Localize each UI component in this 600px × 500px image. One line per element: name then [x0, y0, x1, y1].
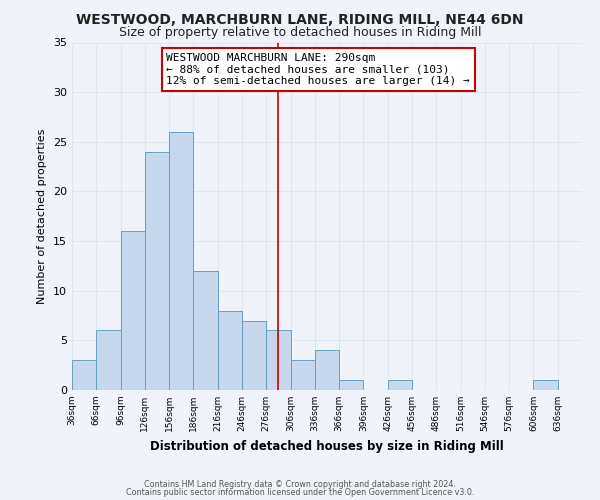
Bar [96, 330, 121, 390]
Bar [193, 271, 218, 390]
Bar [169, 132, 193, 390]
Bar [266, 330, 290, 390]
X-axis label: Distribution of detached houses by size in Riding Mill: Distribution of detached houses by size … [150, 440, 504, 452]
Text: WESTWOOD MARCHBURN LANE: 290sqm
← 88% of detached houses are smaller (103)
12% o: WESTWOOD MARCHBURN LANE: 290sqm ← 88% of… [166, 53, 470, 86]
Bar [218, 310, 242, 390]
Bar [533, 380, 558, 390]
Bar [72, 360, 96, 390]
Bar [121, 231, 145, 390]
Text: WESTWOOD, MARCHBURN LANE, RIDING MILL, NE44 6DN: WESTWOOD, MARCHBURN LANE, RIDING MILL, N… [76, 12, 524, 26]
Bar [242, 320, 266, 390]
Bar [339, 380, 364, 390]
Bar [315, 350, 339, 390]
Bar [145, 152, 169, 390]
Text: Size of property relative to detached houses in Riding Mill: Size of property relative to detached ho… [119, 26, 481, 39]
Text: Contains public sector information licensed under the Open Government Licence v3: Contains public sector information licen… [126, 488, 474, 497]
Text: Contains HM Land Registry data © Crown copyright and database right 2024.: Contains HM Land Registry data © Crown c… [144, 480, 456, 489]
Bar [388, 380, 412, 390]
Y-axis label: Number of detached properties: Number of detached properties [37, 128, 47, 304]
Bar [290, 360, 315, 390]
